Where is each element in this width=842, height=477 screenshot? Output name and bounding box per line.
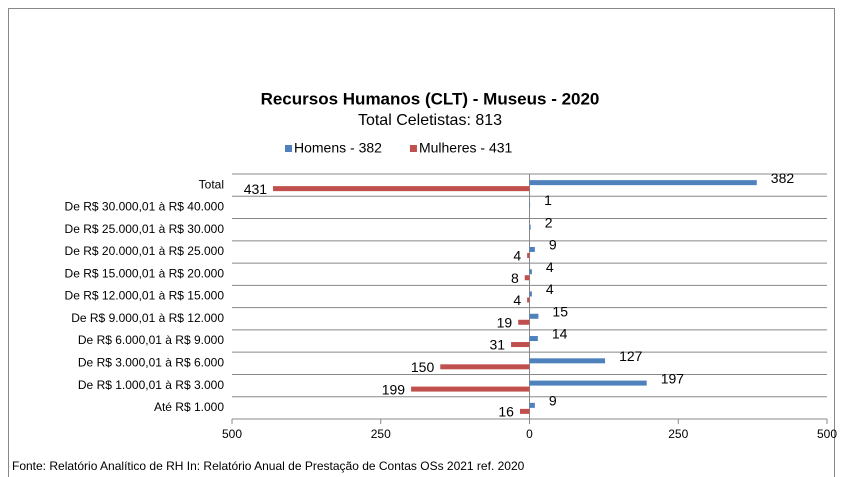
y-tick-label: De R$ 6.000,01 à R$ 9.000 <box>78 333 224 347</box>
bar <box>440 364 530 370</box>
y-tick-label: De R$ 12.000,01 à R$ 15.000 <box>65 289 225 303</box>
bar <box>411 386 530 392</box>
bar <box>273 186 530 192</box>
source-note: Fonte: Relatório Analítico de RH In: Rel… <box>12 459 525 473</box>
data-label: 8 <box>511 270 519 286</box>
legend-swatch <box>285 145 292 152</box>
bar <box>529 336 538 342</box>
y-tick-label: Até R$ 1.000 <box>154 400 224 414</box>
legend-label: Mulheres - 431 <box>419 140 513 156</box>
bar <box>529 224 531 230</box>
data-label: 4 <box>513 292 521 308</box>
y-tick-label: De R$ 1.000,01 à R$ 3.000 <box>78 378 224 392</box>
bar <box>518 319 530 325</box>
data-label: 31 <box>489 337 505 353</box>
legend-swatch <box>409 145 417 152</box>
bar <box>529 180 757 186</box>
x-tick-label: 250 <box>371 427 391 441</box>
bar <box>529 402 535 408</box>
data-label: 14 <box>552 326 568 342</box>
data-label: 9 <box>549 237 557 253</box>
data-label: 4 <box>546 281 554 297</box>
x-tick-label: 0 <box>526 427 533 441</box>
data-label: 150 <box>411 359 435 375</box>
bar <box>529 358 606 364</box>
bar <box>511 342 530 348</box>
data-label: 19 <box>497 314 513 330</box>
bar <box>529 291 532 297</box>
data-label: 4 <box>546 259 554 275</box>
bar <box>529 380 647 386</box>
data-label: 16 <box>498 404 514 420</box>
y-tick-label: De R$ 20.000,01 à R$ 25.000 <box>65 244 225 258</box>
data-label: 127 <box>619 348 643 364</box>
data-label: 431 <box>244 181 268 197</box>
x-tick-label: 500 <box>222 427 242 441</box>
bar <box>524 275 530 281</box>
bar <box>529 202 531 208</box>
frame <box>8 8 835 477</box>
data-label: 2 <box>545 214 553 230</box>
data-label: 199 <box>382 381 406 397</box>
data-label: 9 <box>549 393 557 409</box>
bar <box>519 408 530 414</box>
data-label: 382 <box>771 170 795 186</box>
chart-title: Recursos Humanos (CLT) - Museus - 2020 <box>261 89 600 108</box>
data-label: 15 <box>552 303 568 319</box>
y-tick-label: De R$ 3.000,01 à R$ 6.000 <box>78 355 224 369</box>
y-tick-label: De R$ 15.000,01 à R$ 20.000 <box>65 266 225 280</box>
y-tick-label: De R$ 25.000,01 à R$ 30.000 <box>65 222 225 236</box>
bar <box>529 313 539 319</box>
bar <box>527 252 530 258</box>
y-tick-label: Total <box>199 177 224 191</box>
y-tick-label: De R$ 9.000,01 à R$ 12.000 <box>71 311 224 325</box>
x-tick-label: 500 <box>817 427 837 441</box>
bar <box>529 269 532 275</box>
chart-subtitle: Total Celetistas: 813 <box>358 112 502 129</box>
data-label: 1 <box>544 192 552 208</box>
legend-label: Homens - 382 <box>294 140 382 156</box>
y-tick-label: De R$ 30.000,01 à R$ 40.000 <box>65 200 225 214</box>
bar <box>529 246 535 252</box>
data-label: 4 <box>513 248 521 264</box>
x-tick-label: 250 <box>668 427 688 441</box>
data-label: 197 <box>661 370 685 386</box>
bar <box>527 297 530 303</box>
